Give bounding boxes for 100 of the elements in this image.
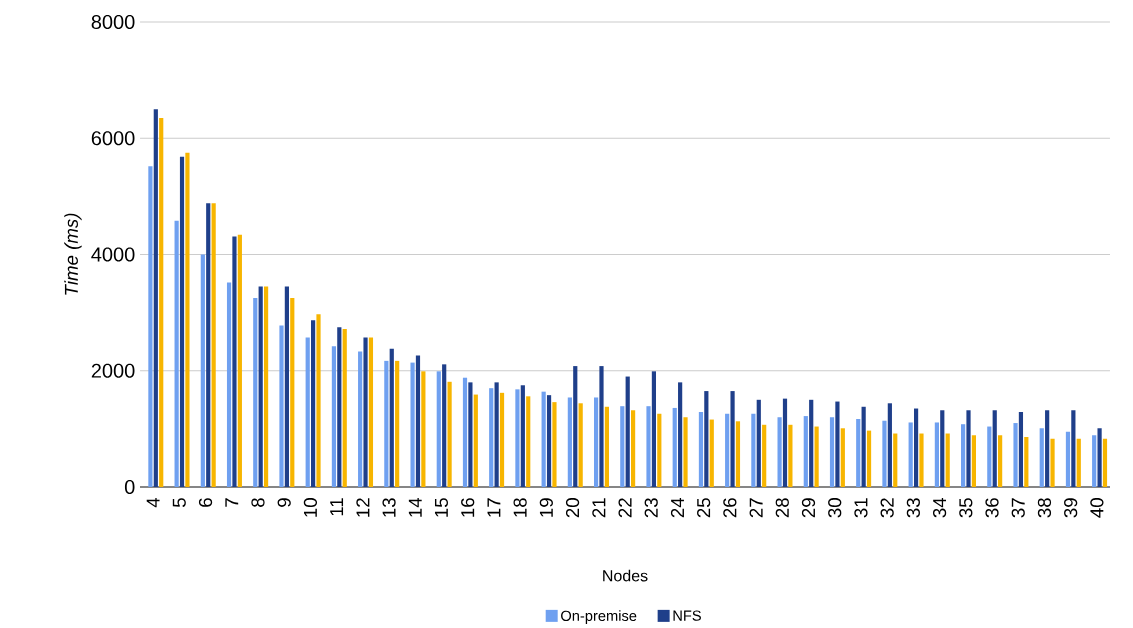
x-tick-label: 27 bbox=[749, 498, 763, 518]
x-tick-label: 33 bbox=[906, 498, 920, 518]
bar bbox=[593, 397, 599, 487]
bar bbox=[861, 406, 866, 487]
bar bbox=[1039, 428, 1044, 487]
bar bbox=[1076, 438, 1081, 487]
bar bbox=[279, 325, 284, 487]
bar bbox=[646, 406, 651, 487]
bar bbox=[788, 424, 793, 487]
y-axis-title: Time (ms) bbox=[64, 213, 82, 295]
bar bbox=[893, 433, 898, 487]
bar bbox=[971, 435, 976, 487]
bar bbox=[358, 351, 363, 487]
bar bbox=[835, 401, 840, 487]
bar bbox=[908, 422, 913, 487]
bar bbox=[966, 410, 971, 487]
bar bbox=[578, 403, 583, 487]
x-tick-label: 36 bbox=[985, 498, 999, 518]
bar bbox=[237, 234, 242, 487]
bar bbox=[331, 346, 337, 487]
x-tick-label: 20 bbox=[565, 498, 580, 518]
bar bbox=[421, 371, 426, 487]
bar bbox=[940, 410, 945, 487]
bar bbox=[263, 286, 269, 487]
bar bbox=[174, 220, 179, 487]
bar bbox=[153, 109, 158, 487]
bar bbox=[499, 392, 505, 487]
bar bbox=[284, 286, 289, 487]
x-tick-label: 14 bbox=[408, 497, 422, 517]
bar bbox=[735, 421, 741, 487]
x-tick-label: 39 bbox=[1064, 498, 1078, 518]
x-tick-label: 15 bbox=[434, 498, 449, 517]
bar bbox=[992, 410, 997, 487]
bar bbox=[305, 337, 310, 487]
bar bbox=[651, 371, 657, 487]
bar bbox=[258, 286, 263, 487]
bar bbox=[762, 424, 767, 487]
bar bbox=[1097, 428, 1102, 487]
bar bbox=[1102, 438, 1108, 487]
bar bbox=[599, 366, 604, 487]
x-tick-label: 6 bbox=[198, 498, 213, 507]
bar bbox=[730, 390, 735, 487]
x-tick-label: 4 bbox=[146, 497, 160, 508]
bar bbox=[919, 433, 924, 487]
x-tick-label: 30 bbox=[828, 498, 842, 518]
bar bbox=[311, 320, 316, 487]
bar bbox=[290, 297, 295, 487]
x-axis-title: Nodes bbox=[603, 569, 648, 582]
bar bbox=[777, 417, 782, 487]
bar bbox=[809, 399, 814, 487]
x-tick-label: 13 bbox=[382, 498, 396, 517]
bar bbox=[1018, 411, 1024, 487]
bar bbox=[384, 360, 389, 487]
bar bbox=[887, 403, 892, 487]
x-tick-label: 26 bbox=[723, 498, 737, 518]
x-tick-label: 28 bbox=[775, 498, 789, 518]
bar bbox=[253, 297, 258, 487]
bar bbox=[866, 430, 872, 487]
x-tick-label: 34 bbox=[932, 497, 947, 518]
bar bbox=[179, 156, 185, 487]
bar bbox=[185, 152, 190, 487]
bar bbox=[526, 396, 531, 487]
legend-label: On-premise bbox=[561, 610, 637, 624]
x-tick-label: 32 bbox=[880, 498, 894, 518]
bar bbox=[395, 360, 400, 487]
bar bbox=[1065, 431, 1071, 487]
bar bbox=[704, 390, 709, 487]
bar bbox=[226, 282, 232, 487]
bar bbox=[337, 327, 342, 487]
bar bbox=[631, 410, 636, 487]
x-tick-label: 31 bbox=[854, 498, 868, 518]
x-tick-label: 5 bbox=[172, 498, 186, 507]
bar bbox=[1045, 410, 1050, 487]
x-tick-label: 19 bbox=[539, 498, 553, 517]
bar bbox=[751, 413, 756, 487]
x-tick-label: 10 bbox=[303, 498, 318, 517]
bar bbox=[814, 426, 819, 487]
bar bbox=[856, 418, 861, 487]
bar bbox=[211, 203, 216, 487]
bar bbox=[148, 166, 153, 487]
x-tick-label: 38 bbox=[1037, 498, 1052, 518]
x-tick-label: 37 bbox=[1011, 498, 1025, 518]
bar bbox=[678, 382, 683, 487]
bar bbox=[567, 397, 572, 487]
x-tick-label: 7 bbox=[225, 498, 239, 507]
x-tick-label: 40 bbox=[1090, 498, 1104, 518]
bar bbox=[803, 415, 808, 487]
x-tick-label: 25 bbox=[697, 498, 711, 518]
bar bbox=[316, 314, 321, 487]
bar bbox=[782, 398, 788, 487]
y-tick-label: 2000 bbox=[91, 363, 135, 378]
bar bbox=[473, 394, 478, 487]
bar bbox=[934, 422, 939, 487]
x-tick-label: 17 bbox=[487, 498, 501, 517]
bar bbox=[546, 395, 552, 487]
bar bbox=[625, 376, 630, 487]
y-tick-label: 0 bbox=[124, 479, 135, 494]
x-tick-label: 29 bbox=[801, 498, 816, 518]
bar bbox=[232, 236, 237, 487]
x-tick-label: 16 bbox=[461, 498, 475, 517]
